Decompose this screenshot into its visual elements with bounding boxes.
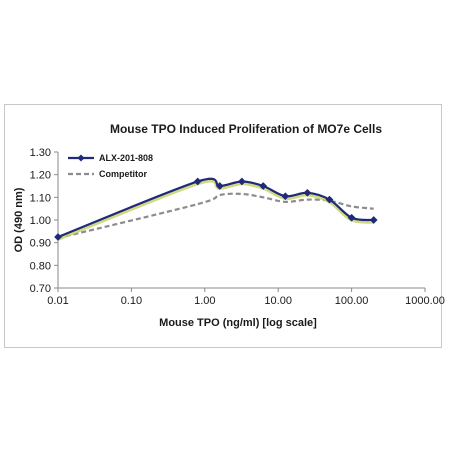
series-main-shadow — [57, 177, 374, 241]
y-tick-label: 1.20 — [30, 170, 51, 182]
x-tick-label: 0.10 — [121, 295, 142, 307]
series-main-marker — [303, 188, 312, 197]
legend: ALX-201-808 Competitor — [68, 153, 153, 179]
series-main-marker — [369, 216, 378, 224]
chart-title: Mouse TPO Induced Proliferation of MO7e … — [110, 122, 382, 136]
legend-label-main: ALX-201-808 — [99, 153, 153, 163]
x-tick-label: 10.00 — [264, 295, 292, 307]
series-main-marker — [325, 195, 334, 204]
series-main-marker — [237, 177, 246, 186]
legend-label-competitor: Competitor — [99, 169, 147, 179]
y-tick-label: 1.30 — [30, 147, 51, 159]
legend-swatch-main-marker — [77, 154, 85, 162]
y-tick-label: 0.90 — [30, 238, 51, 250]
series-main-marker — [259, 182, 268, 190]
y-tick-labels: 0.70 0.80 0.90 1.00 1.10 1.20 1.30 — [30, 147, 51, 295]
y-tick-label: 1.10 — [30, 192, 51, 204]
series-main-marker — [215, 182, 224, 190]
y-tick-label: 0.80 — [30, 260, 51, 272]
series-competitor-line — [57, 192, 374, 240]
y-tick-label: 1.00 — [30, 215, 51, 227]
axes — [54, 151, 426, 292]
series-main-marker — [281, 192, 290, 201]
series-main-marker — [193, 177, 202, 186]
y-axis-label: OD (490 nm) — [13, 187, 25, 252]
x-tick-label: 1.00 — [194, 295, 215, 307]
series-main-marker — [347, 213, 356, 222]
x-axis-label: Mouse TPO (ng/ml) [log scale] — [159, 317, 317, 329]
chart-frame — [4, 104, 442, 348]
x-tick-labels: 0.01 0.10 1.00 10.00 100.00 1000.00 — [47, 295, 445, 307]
x-tick-label: 0.01 — [47, 295, 68, 307]
series-main-marker — [54, 233, 62, 241]
y-tick-label: 0.70 — [30, 283, 51, 295]
x-tick-label: 100.00 — [335, 295, 369, 307]
series-layer — [54, 177, 378, 241]
x-tick-label: 1000.00 — [405, 295, 445, 307]
